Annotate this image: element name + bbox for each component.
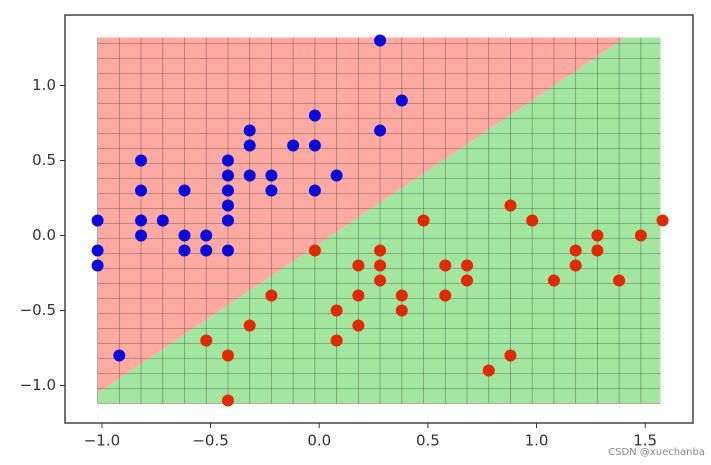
point (374, 274, 387, 287)
point (374, 244, 387, 257)
point (91, 259, 104, 272)
point (156, 214, 169, 227)
y-tick-label: −0.5 (20, 301, 56, 319)
point (91, 214, 104, 227)
point (395, 289, 408, 302)
point (374, 34, 387, 47)
point (634, 229, 647, 242)
point (395, 94, 408, 107)
point (178, 184, 191, 197)
point (135, 184, 148, 197)
point (221, 244, 234, 257)
point (308, 184, 321, 197)
x-tick-label: −0.5 (192, 432, 228, 450)
point (178, 229, 191, 242)
point (200, 229, 213, 242)
point (461, 259, 474, 272)
point (308, 109, 321, 122)
point (547, 274, 560, 287)
point (352, 319, 365, 332)
y-tick-label: −1.0 (20, 376, 56, 394)
point (135, 229, 148, 242)
point (113, 349, 126, 362)
point (569, 259, 582, 272)
point (265, 169, 278, 182)
point (569, 244, 582, 257)
point (135, 214, 148, 227)
point (330, 169, 343, 182)
point (504, 199, 517, 212)
point (504, 349, 517, 362)
point (439, 289, 452, 302)
point (591, 229, 604, 242)
point (330, 334, 343, 347)
point (308, 244, 321, 257)
x-tick-label: 0.0 (307, 432, 331, 450)
point (243, 169, 256, 182)
point (200, 334, 213, 347)
point (221, 154, 234, 167)
watermark: CSDN @xuechanba (608, 447, 705, 458)
point (200, 244, 213, 257)
point (221, 199, 234, 212)
point (308, 139, 321, 152)
point (482, 364, 495, 377)
point (243, 319, 256, 332)
y-tick-label: 0.5 (32, 151, 56, 169)
point (352, 289, 365, 302)
y-tick-label: 1.0 (32, 76, 56, 94)
y-tick-label: 0.0 (32, 226, 56, 244)
point (330, 304, 343, 317)
point (265, 289, 278, 302)
point (417, 214, 430, 227)
point (221, 349, 234, 362)
point (395, 304, 408, 317)
point (178, 244, 191, 257)
point (287, 139, 300, 152)
point (221, 214, 234, 227)
point (265, 184, 278, 197)
point (613, 274, 626, 287)
region-below (97, 37, 661, 404)
point (221, 394, 234, 407)
point (374, 259, 387, 272)
point (135, 154, 148, 167)
point (221, 169, 234, 182)
x-tick-label: 0.5 (416, 432, 440, 450)
plot-frame (64, 14, 694, 424)
x-tick-label: 1.5 (633, 432, 657, 450)
point (656, 214, 669, 227)
point (526, 214, 539, 227)
point (91, 244, 104, 257)
point (243, 139, 256, 152)
point (221, 184, 234, 197)
point (591, 244, 604, 257)
x-tick-label: 1.0 (525, 432, 549, 450)
point (439, 259, 452, 272)
point (352, 259, 365, 272)
point (461, 274, 474, 287)
point (243, 124, 256, 137)
x-tick-label: −1.0 (84, 432, 120, 450)
point (374, 124, 387, 137)
